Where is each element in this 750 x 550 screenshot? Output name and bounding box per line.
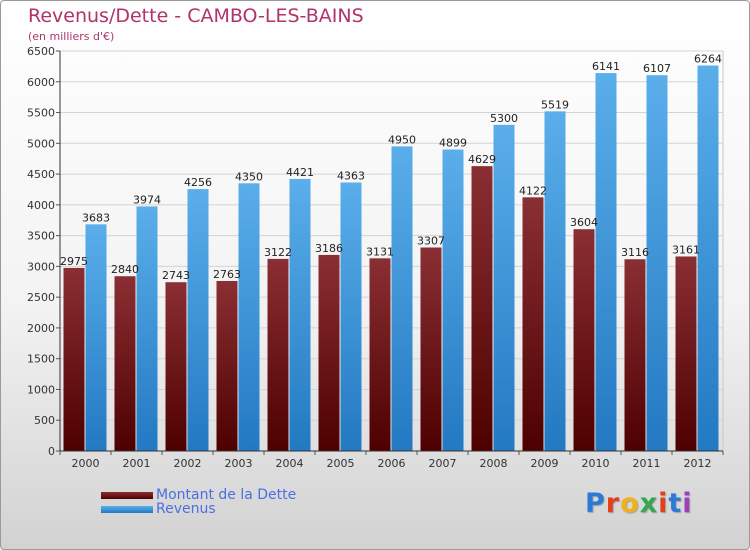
bar-revenus [136,206,158,451]
y-tick-label: 0 [48,445,55,458]
data-label-dette: 3122 [264,246,292,259]
bar-dette [471,166,493,451]
data-label-revenus: 4899 [439,137,467,150]
y-tick-label: 3000 [27,260,55,273]
y-tick-label: 6500 [27,45,55,58]
chart-title: Revenus/Dette - CAMBO-LES-BAINS [28,5,364,27]
bar-revenus [391,146,413,451]
bar-dette [573,229,595,451]
bar-revenus [595,73,617,451]
legend-item-dette: Montant de la Dette [101,487,297,503]
y-tick-label: 3500 [27,230,55,243]
y-tick-label: 4000 [27,199,55,212]
data-label-dette: 4122 [519,184,547,197]
bar-revenus [238,183,260,452]
bar-dette [165,282,187,451]
bar-revenus [493,124,515,451]
x-tick-label: 2009 [531,457,559,470]
bar-dette [216,280,238,451]
data-label-dette: 2763 [213,268,241,281]
data-label-revenus: 5300 [490,112,518,125]
bar-dette [420,247,442,451]
bar-revenus [442,149,464,451]
data-label-dette: 3307 [417,234,445,247]
bar-revenus [187,189,209,452]
x-tick-label: 2006 [378,457,406,470]
data-label-dette: 4629 [468,153,496,166]
y-tick-label: 1000 [27,383,55,396]
legend-swatch-revenus [101,505,153,513]
x-tick-label: 2003 [225,457,253,470]
data-label-revenus: 3683 [82,211,110,224]
data-label-revenus: 6107 [643,62,671,75]
data-label-revenus: 5519 [541,98,569,111]
bar-revenus [340,182,362,451]
bar-dette [63,267,85,451]
data-label-revenus: 4950 [388,133,416,146]
y-tick-label: 1500 [27,353,55,366]
bar-revenus [289,178,311,451]
data-label-dette: 3131 [366,245,394,258]
y-tick-label: 5000 [27,137,55,150]
proxiti-logo: Proxiti [585,488,693,519]
data-label-revenus: 4350 [235,170,263,183]
bars [63,65,719,452]
bar-dette [369,258,391,451]
x-tick-label: 2011 [633,457,661,470]
data-label-dette: 2840 [111,263,139,276]
bar-revenus [697,65,719,452]
x-tick-label: 2007 [429,457,457,470]
data-label-revenus: 6141 [592,60,620,73]
data-label-dette: 3161 [672,243,700,256]
bar-dette [114,276,136,451]
legend-swatch-dette [101,491,153,499]
bar-dette [522,197,544,451]
y-tick-label: 500 [34,414,55,427]
x-tick-label: 2001 [123,457,151,470]
bar-dette [624,259,646,451]
data-label-dette: 2743 [162,269,190,282]
legend-label-revenus: Revenus [156,501,216,517]
bar-revenus [544,111,566,451]
bar-dette [675,256,697,451]
bar-revenus [646,75,668,451]
data-label-revenus: 4256 [184,176,212,189]
x-tick-label: 2010 [582,457,610,470]
axes: 0 500 1000 1500 2000 2500 3000 3500 4000 4500 5000… [27,45,724,470]
bar-dette [318,254,340,451]
data-label-dette: 2975 [60,255,88,268]
data-label-dette: 3186 [315,242,343,255]
y-tick-label: 4500 [27,168,55,181]
data-label-revenus: 4363 [337,170,365,183]
y-tick-label: 2000 [27,322,55,335]
x-tick-label: 2012 [684,457,712,470]
x-tick-label: 2000 [72,457,100,470]
legend-label-dette: Montant de la Dette [156,487,297,503]
data-label-dette: 3116 [621,246,649,259]
x-tick-label: 2002 [174,457,202,470]
x-tick-label: 2004 [276,457,304,470]
data-labels: 2975 3683 2840 3974 2743 4256 2763 4350 3122 4421… [60,53,722,283]
y-tick-label: 5500 [27,107,55,120]
bar-dette [267,258,289,451]
data-label-dette: 3604 [570,216,598,229]
data-label-revenus: 3974 [133,193,161,206]
x-tick-label: 2008 [480,457,508,470]
x-tick-label: 2005 [327,457,355,470]
data-label-revenus: 6264 [694,53,722,66]
chart-subtitle: (en milliers d'€) [28,30,115,43]
y-tick-label: 2500 [27,291,55,304]
legend-item-revenus: Revenus [101,501,216,517]
bar-revenus [85,224,107,451]
data-label-revenus: 4421 [286,166,314,179]
y-tick-label: 6000 [27,76,55,89]
